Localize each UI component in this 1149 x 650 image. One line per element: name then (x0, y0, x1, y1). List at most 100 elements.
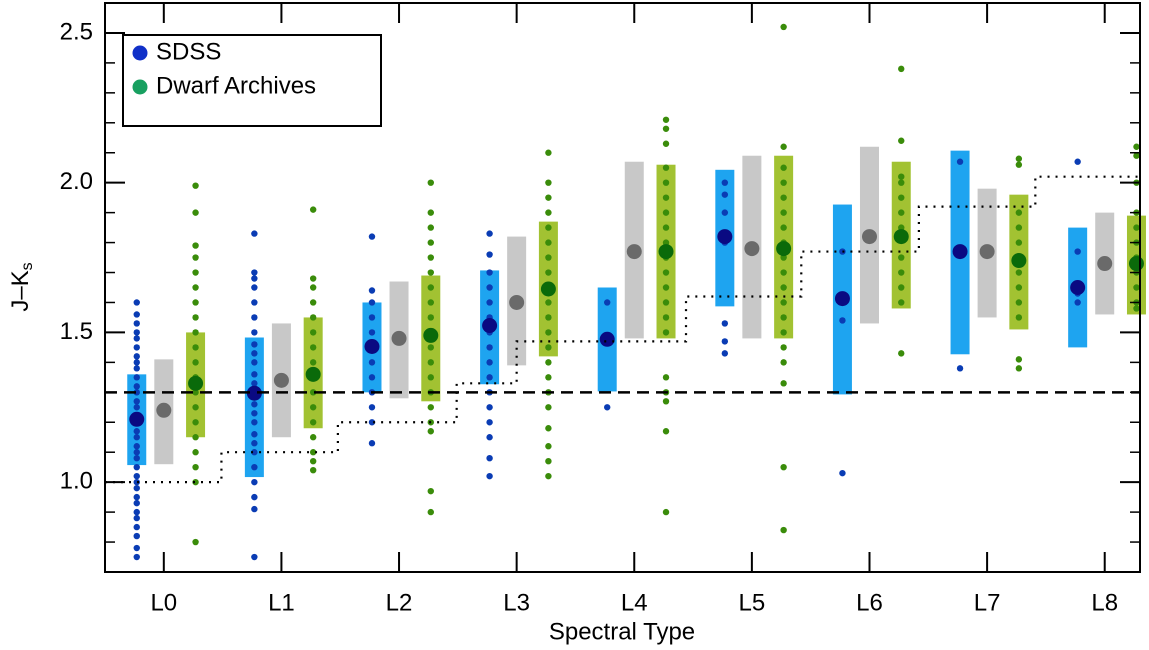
data-point (780, 269, 787, 276)
data-point (251, 505, 258, 513)
data-point (133, 523, 140, 531)
x-tick-label: L7 (974, 589, 1001, 616)
data-point (545, 472, 552, 480)
x-tick-label: L3 (503, 589, 530, 616)
data-point (427, 359, 434, 366)
data-point (486, 404, 493, 411)
data-point (251, 440, 258, 447)
data-point (251, 431, 258, 438)
data-point (309, 404, 317, 411)
data-point (1015, 224, 1023, 231)
data-point (368, 374, 376, 381)
data-point (780, 179, 787, 186)
data-point (545, 425, 552, 432)
data-point (133, 455, 140, 462)
data-point (780, 23, 787, 31)
data-point (1074, 248, 1081, 255)
data-point (721, 191, 729, 198)
data-point (780, 164, 787, 171)
data-point (486, 251, 493, 258)
x-axis-label: Spectral Type (549, 618, 695, 645)
data-point (133, 398, 140, 405)
legend-marker (132, 79, 148, 95)
data-point (192, 538, 199, 546)
data-point (721, 338, 729, 345)
data-point (662, 239, 670, 246)
mean-point (273, 372, 289, 388)
data-point (133, 544, 140, 552)
y-axis-label: J–Ks (7, 262, 36, 311)
mean-point (979, 244, 995, 260)
data-point (1015, 155, 1023, 162)
data-point (133, 434, 140, 441)
data-point (368, 314, 376, 321)
data-point (545, 457, 552, 465)
data-point (309, 206, 317, 213)
data-point (133, 299, 140, 306)
data-point (309, 299, 317, 306)
data-point (486, 344, 493, 351)
data-point (309, 389, 317, 396)
data-point (780, 284, 787, 291)
data-point (545, 149, 552, 156)
y-axis-label-sub: s (19, 262, 36, 270)
mean-point (188, 375, 204, 391)
data-point (545, 239, 552, 246)
data-point (368, 233, 376, 240)
data-point (721, 320, 729, 327)
data-point (486, 419, 493, 426)
data-point (133, 484, 140, 492)
data-point (780, 299, 787, 306)
data-point (309, 359, 317, 366)
data-point (368, 299, 376, 306)
mean-point (952, 244, 968, 260)
data-point (133, 383, 140, 390)
data-point (898, 65, 905, 73)
y-tick-label: 1.0 (60, 468, 93, 495)
data-point (1015, 356, 1023, 363)
data-point (486, 374, 493, 381)
mean-point (1128, 256, 1144, 272)
y-axis-label-main: J–K (7, 270, 34, 311)
data-point (1015, 239, 1023, 246)
data-point (486, 455, 493, 462)
data-point (309, 434, 317, 441)
data-point (662, 164, 670, 171)
mean-point (509, 294, 525, 310)
data-point (251, 371, 258, 378)
data-point (251, 449, 258, 456)
data-point (133, 428, 140, 435)
data-point (898, 254, 905, 261)
data-point (662, 299, 670, 306)
data-point (545, 329, 552, 336)
data-point (133, 514, 140, 522)
data-point (427, 487, 434, 495)
data-point (368, 440, 376, 447)
data-point (780, 463, 787, 471)
data-point (133, 344, 140, 351)
mean-point (129, 411, 145, 427)
data-point (427, 508, 434, 516)
data-point (427, 179, 434, 186)
mean-point (776, 241, 792, 257)
data-point (192, 389, 199, 396)
data-point (309, 457, 317, 465)
data-point (251, 341, 258, 348)
data-point (427, 314, 434, 321)
data-point (251, 401, 258, 408)
data-point (1133, 152, 1140, 159)
data-point (662, 398, 670, 405)
data-point (427, 239, 434, 246)
data-point (545, 209, 552, 216)
data-point (192, 182, 199, 189)
data-point (1074, 299, 1081, 306)
mean-point (893, 229, 909, 245)
data-point (192, 419, 199, 426)
data-point (309, 466, 317, 474)
data-point (662, 125, 670, 132)
data-point (133, 404, 140, 411)
data-point (133, 311, 140, 318)
data-point (545, 179, 552, 186)
data-point (545, 374, 552, 381)
data-point (486, 359, 493, 366)
